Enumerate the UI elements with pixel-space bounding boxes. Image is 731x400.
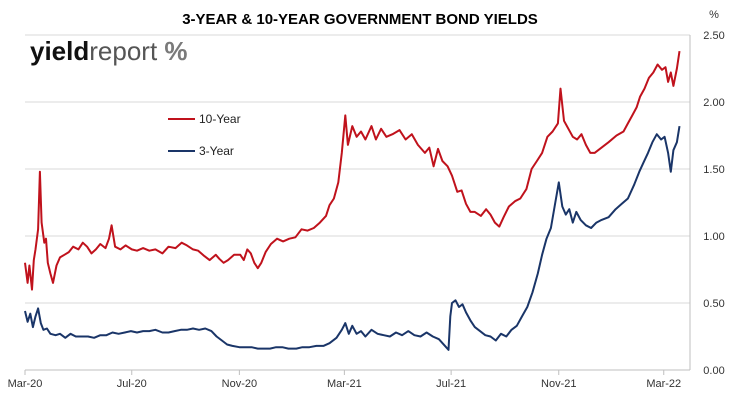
y-tick-label: 0.50 (703, 298, 724, 310)
y-tick-label: 2.00 (703, 97, 724, 109)
x-tick-label: Jul-21 (436, 378, 466, 390)
logo: yieldreport % (30, 36, 188, 66)
y-axis-ticks: 0.00 0.50 1.00 1.50 2.00 2.50 (703, 30, 724, 377)
legend-label: 3-Year (199, 144, 234, 158)
y-tick-label: 0.00 (703, 365, 724, 377)
x-tick-label: Nov-20 (222, 378, 257, 390)
legend: 10-Year 3-Year (168, 112, 241, 158)
series-line-3-year (24, 125, 681, 351)
logo-text: yieldreport % (30, 36, 188, 66)
gridlines (25, 34, 690, 304)
series-lines (24, 50, 681, 351)
y-tick-label: 1.50 (703, 164, 724, 176)
series-line-10-year (24, 50, 681, 291)
y-tick-label: 2.50 (703, 30, 724, 42)
y-axis-unit: % (709, 9, 719, 21)
legend-label: 10-Year (199, 112, 241, 126)
x-tick-label: Jul-20 (117, 378, 147, 390)
x-tick-label: Mar-21 (327, 378, 362, 390)
x-axis-ticks: Mar-20 Jul-20 Nov-20 Mar-21 Jul-21 Nov-21 Mar-… (8, 370, 681, 390)
y-tick-label: 1.00 (703, 231, 724, 243)
x-tick-label: Nov-21 (541, 378, 576, 390)
chart-title: 3-YEAR & 10-YEAR GOVERNMENT BOND YIELDS (182, 11, 538, 28)
x-tick-label: Mar-22 (646, 378, 681, 390)
x-tick-label: Mar-20 (8, 378, 43, 390)
